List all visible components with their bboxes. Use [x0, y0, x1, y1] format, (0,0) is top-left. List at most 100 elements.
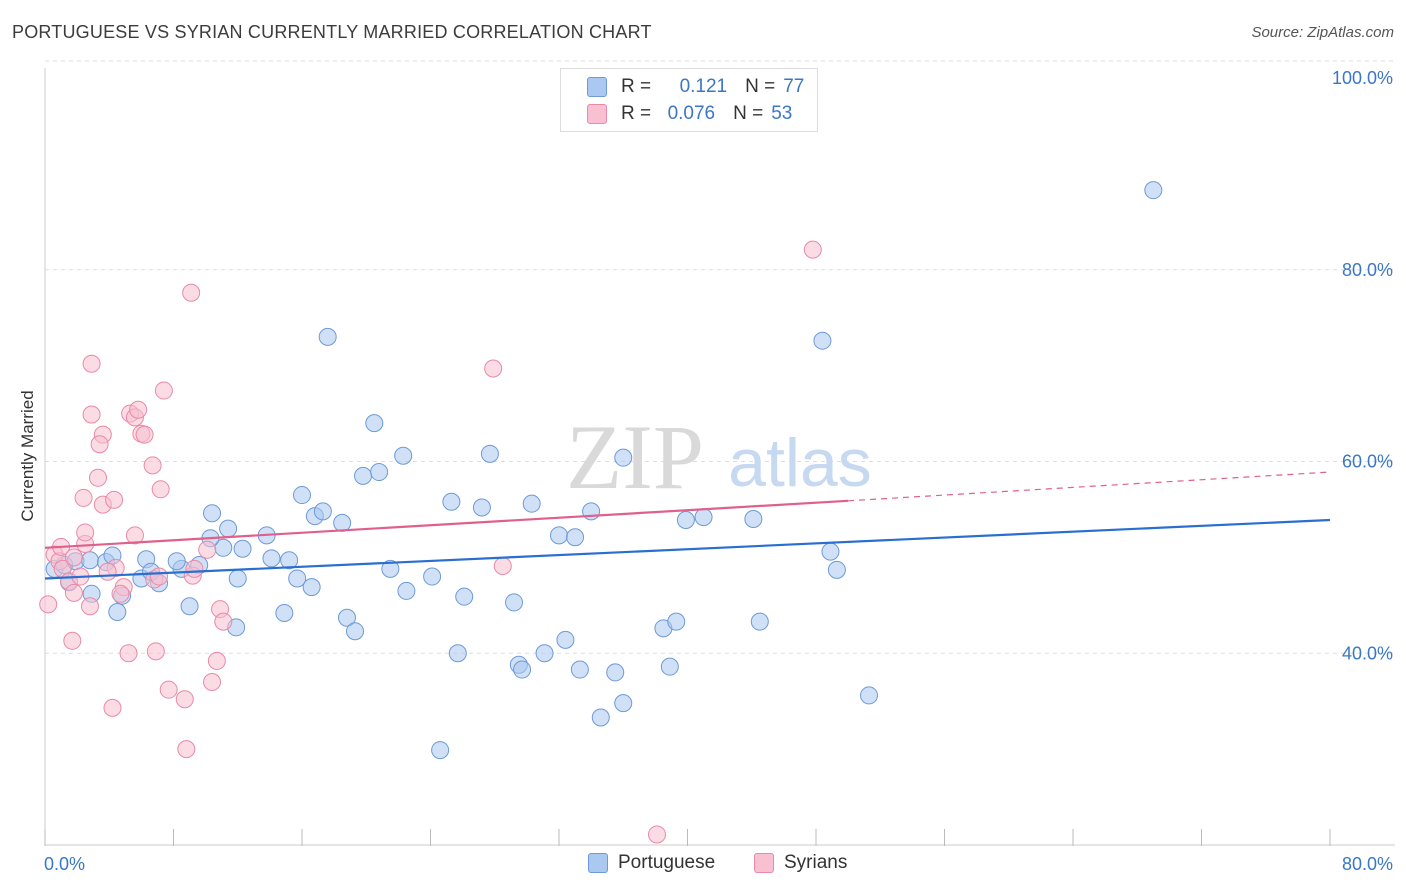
point-portuguese [813, 331, 832, 350]
legend-row-portuguese: R = 0.121 N = 77 [587, 74, 804, 100]
point-portuguese [381, 559, 400, 578]
point-syrians [143, 456, 162, 475]
chart-title: PORTUGUESE VS SYRIAN CURRENTLY MARRIED C… [12, 22, 652, 42]
point-portuguese [431, 741, 450, 760]
point-portuguese [614, 694, 633, 713]
trend-line-portuguese [44, 518, 1331, 580]
point-portuguese [313, 502, 332, 521]
point-syrians [129, 400, 148, 419]
point-portuguese [80, 551, 99, 570]
x-tick-label-max: 80.0% [1342, 854, 1393, 874]
point-portuguese [550, 526, 568, 545]
point-portuguese [750, 612, 769, 631]
watermark-zip: ZIP [566, 406, 704, 508]
point-portuguese [262, 549, 281, 568]
point-syrians [125, 526, 144, 545]
point-syrians [119, 644, 138, 663]
bottom-legend-label-syrians: Syrians [784, 852, 848, 873]
point-portuguese [513, 660, 532, 679]
point-portuguese [293, 486, 311, 505]
point-syrians [484, 359, 503, 378]
bottom-legend-label-portuguese: Portuguese [618, 852, 716, 873]
point-syrians [105, 490, 124, 509]
tick-labels: 40.0% 60.0% 80.0% 100.0% 0.0% 80.0% [44, 68, 1393, 874]
legend-r-value-syrians: 0.076 [667, 103, 716, 124]
point-portuguese [288, 569, 307, 588]
point-portuguese [219, 519, 238, 538]
point-syrians [803, 240, 822, 259]
point-portuguese [167, 552, 186, 571]
y-tick-label: 40.0% [1342, 643, 1393, 663]
point-portuguese [442, 492, 461, 511]
point-portuguese [397, 581, 416, 600]
legend-r-value-portuguese: 0.121 [679, 76, 728, 97]
trend-line-syrians [44, 499, 849, 549]
bottom-legend-swatch-portuguese [588, 853, 608, 873]
point-syrians [647, 825, 666, 844]
point-syrians [185, 559, 204, 578]
point-portuguese [860, 686, 879, 705]
point-portuguese [744, 510, 763, 529]
point-portuguese [480, 444, 499, 463]
point-portuguese [448, 644, 467, 663]
point-syrians [177, 740, 196, 759]
point-syrians [198, 540, 217, 559]
point-portuguese [827, 560, 846, 579]
point-syrians [76, 523, 95, 542]
point-syrians [111, 584, 130, 603]
point-portuguese [535, 644, 554, 663]
point-syrians [80, 597, 99, 616]
point-syrians [182, 283, 201, 302]
point-syrians [63, 631, 82, 650]
point-portuguese [660, 657, 679, 676]
point-portuguese [455, 587, 474, 606]
point-portuguese [694, 508, 713, 527]
point-portuguese [614, 448, 633, 467]
point-syrians [150, 567, 169, 586]
point-syrians [493, 557, 512, 576]
point-portuguese [606, 663, 625, 682]
legend-n-value-syrians: 53 [771, 103, 793, 124]
point-portuguese [394, 446, 413, 465]
point-syrians [151, 480, 170, 499]
point-portuguese [1144, 181, 1163, 200]
point-syrians [90, 435, 109, 454]
point-syrians [135, 425, 154, 444]
point-syrians [64, 548, 83, 567]
point-portuguese [505, 593, 524, 612]
legend-swatch-syrians [587, 104, 607, 124]
data-points [39, 181, 1163, 844]
point-syrians [98, 562, 117, 581]
point-syrians [154, 381, 173, 400]
point-portuguese [280, 551, 299, 570]
x-tick-label-min: 0.0% [44, 854, 85, 874]
point-portuguese [302, 578, 321, 597]
axes [44, 68, 1395, 846]
point-portuguese [821, 542, 840, 561]
point-syrians [64, 583, 83, 602]
legend-swatch-portuguese [587, 77, 607, 97]
point-syrians [74, 488, 93, 507]
point-portuguese [318, 327, 337, 346]
point-portuguese [591, 708, 610, 727]
point-portuguese [570, 660, 589, 679]
source-label: Source: ZipAtlas.com [1251, 24, 1394, 41]
y-tick-label: 80.0% [1342, 260, 1393, 280]
trend-line-syrians-extension [848, 471, 1331, 502]
legend-n-label: N = [733, 103, 764, 124]
point-portuguese [228, 569, 247, 588]
point-portuguese [333, 513, 352, 532]
point-portuguese [423, 567, 442, 586]
legend-r-label: R = [621, 103, 652, 124]
y-tick-label: 60.0% [1342, 452, 1393, 472]
point-portuguese [522, 494, 541, 513]
point-syrians [203, 673, 222, 692]
point-syrians [82, 354, 101, 373]
point-syrians [214, 612, 233, 631]
legend-n-value-portuguese: 77 [783, 76, 805, 97]
point-portuguese [667, 612, 686, 631]
legend: R = 0.121 N = 77 R = 0.076 N = 53 [560, 68, 818, 132]
watermark-atlas: atlas [728, 425, 872, 501]
trend-lines [44, 471, 1331, 580]
